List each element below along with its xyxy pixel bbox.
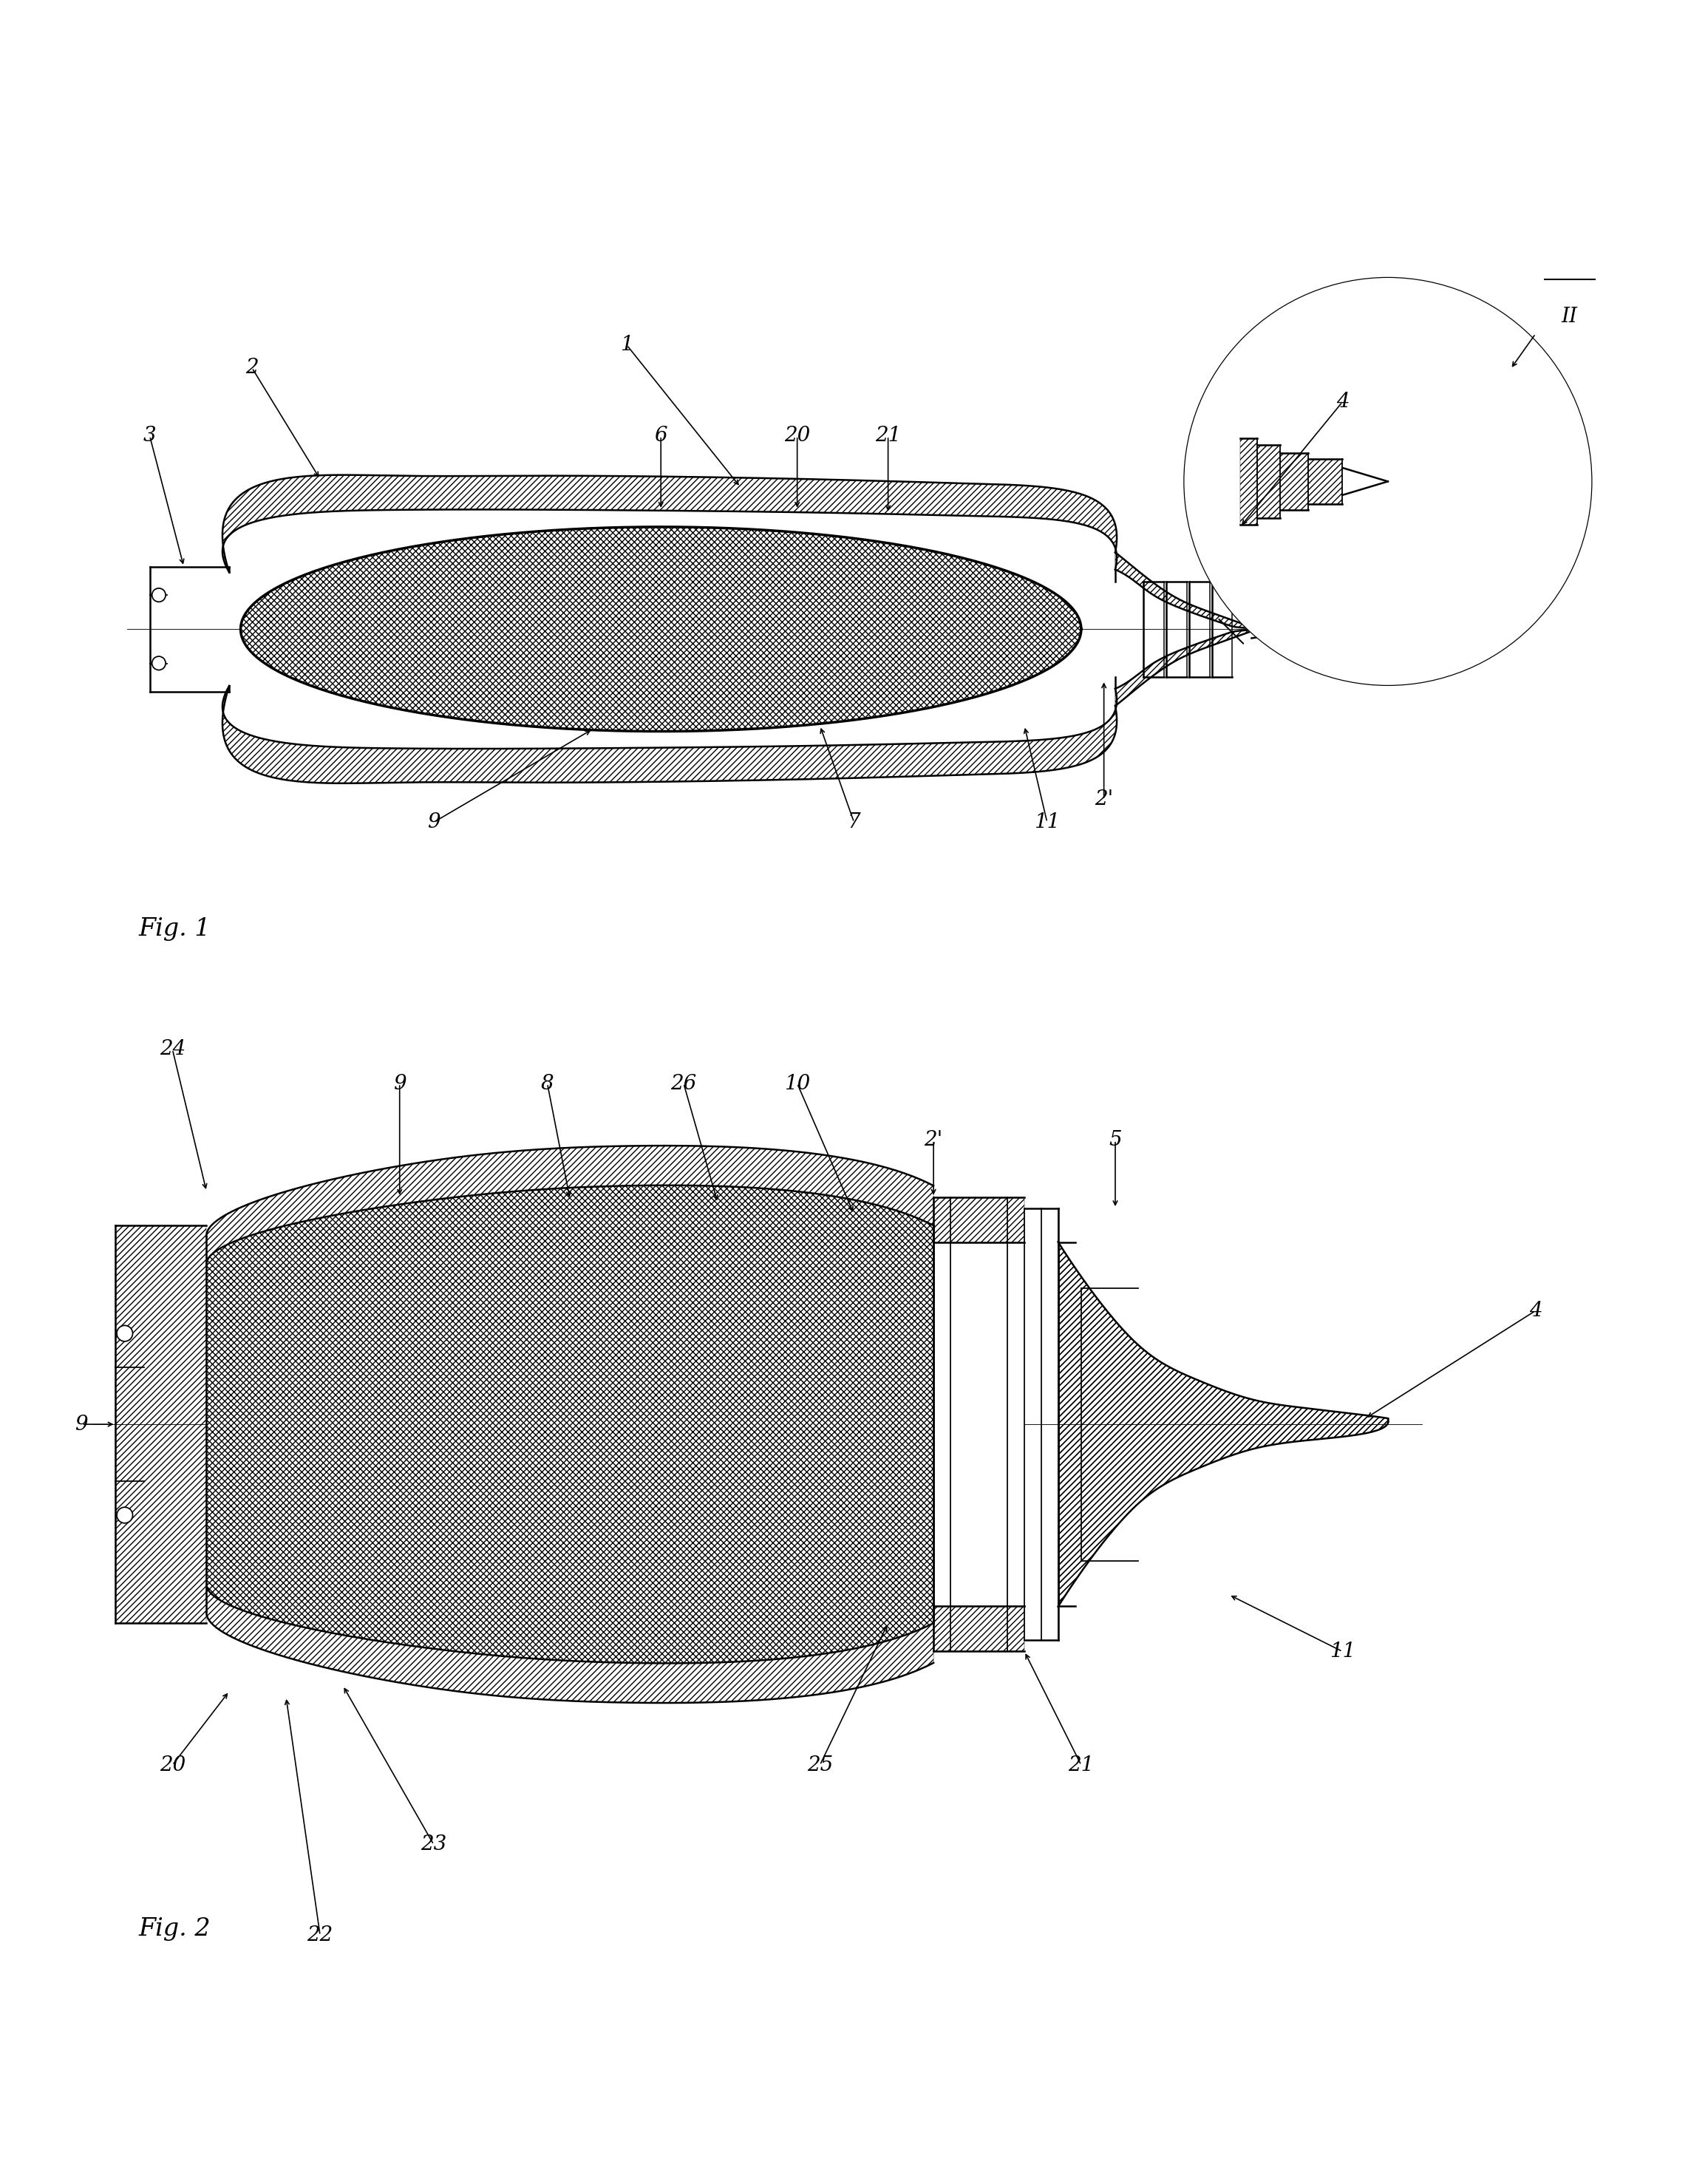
Text: 9: 9 [75, 1415, 89, 1435]
Text: 8: 8 [541, 1073, 553, 1094]
Text: 9: 9 [427, 813, 441, 832]
Polygon shape [934, 1242, 1025, 1606]
Text: 23: 23 [420, 1835, 447, 1855]
Text: 10: 10 [784, 1073, 810, 1094]
Text: 7: 7 [847, 813, 861, 832]
Circle shape [116, 1326, 133, 1341]
Text: 2': 2' [1095, 789, 1114, 810]
Text: Fig. 2: Fig. 2 [138, 1918, 210, 1942]
Text: 2: 2 [246, 358, 258, 377]
Text: 21: 21 [874, 427, 902, 446]
Polygon shape [241, 527, 1081, 730]
Text: 2': 2' [924, 1131, 943, 1151]
Text: 26: 26 [671, 1073, 697, 1094]
Polygon shape [1057, 1242, 1389, 1606]
Text: 3: 3 [143, 427, 155, 446]
Text: 1: 1 [620, 336, 634, 355]
Text: Fig. 1: Fig. 1 [138, 917, 210, 940]
Text: II: II [1561, 308, 1578, 327]
Text: 11: 11 [1033, 813, 1061, 832]
Text: 21: 21 [1068, 1755, 1095, 1775]
Text: 5: 5 [1108, 1131, 1122, 1151]
Polygon shape [207, 1185, 934, 1664]
Circle shape [116, 1508, 133, 1523]
Circle shape [152, 587, 166, 602]
Text: 24: 24 [159, 1040, 186, 1060]
Text: 11: 11 [1329, 1640, 1356, 1662]
Text: 6: 6 [654, 427, 668, 446]
Circle shape [1184, 277, 1592, 687]
Text: 25: 25 [806, 1755, 834, 1775]
Text: 4: 4 [1529, 1300, 1542, 1320]
Circle shape [152, 657, 166, 670]
Text: 9: 9 [393, 1073, 407, 1094]
Text: 20: 20 [159, 1755, 186, 1775]
Text: 22: 22 [307, 1926, 333, 1946]
Text: 20: 20 [784, 427, 810, 446]
Text: 4: 4 [1336, 392, 1349, 412]
